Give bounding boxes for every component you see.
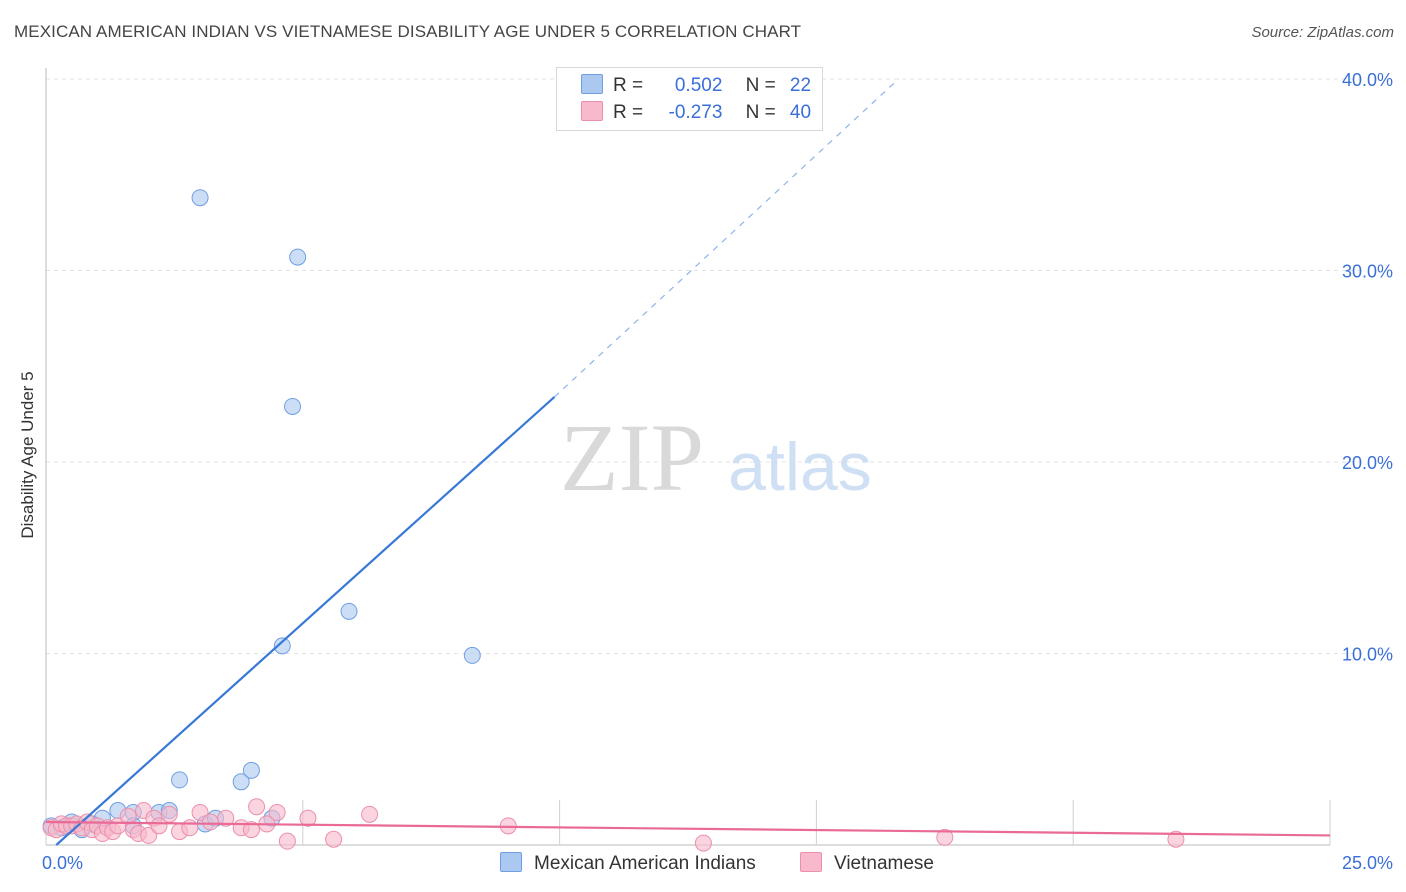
y-tick-label: 30.0% <box>1342 262 1393 282</box>
legend-swatch-blue <box>581 74 603 94</box>
point-mexican-american-indian <box>463 646 481 664</box>
bottom-legend-mexican: Mexican American Indians <box>500 852 756 875</box>
y-tick-label: 20.0% <box>1342 453 1393 473</box>
legend-n-value-blue: 22 <box>789 75 812 96</box>
gridlines <box>46 78 1365 654</box>
legend-row-vietnamese: R = -0.273 N = 40 <box>581 101 811 125</box>
legend-r-label: R = <box>613 75 644 96</box>
data-points <box>42 189 1185 852</box>
watermark-zip: ZIP <box>560 404 704 511</box>
source-label: Source: ZipAtlas.com <box>1251 24 1394 41</box>
point-vietnamese <box>242 821 260 839</box>
trend-line-vietnamese <box>45 820 1331 837</box>
point-vietnamese <box>150 817 168 835</box>
point-vietnamese <box>299 809 317 827</box>
point-vietnamese <box>694 834 712 852</box>
legend-n-label: N = <box>745 102 776 123</box>
point-mexican-american-indian <box>171 771 189 789</box>
legend-n-value-pink: 40 <box>789 102 812 123</box>
tick-labels: 10.0% 20.0% 30.0% 40.0% 0.0% 25.0% <box>42 70 1393 873</box>
point-mexican-american-indian <box>284 397 302 415</box>
point-mexican-american-indian <box>340 602 358 620</box>
watermark-atlas: atlas <box>728 429 872 505</box>
point-vietnamese <box>361 805 379 823</box>
bottom-legend-vietnamese: Vietnamese <box>800 852 934 875</box>
x-tick-label: 0.0% <box>42 853 83 873</box>
bottom-legend-swatch-pink <box>800 852 822 872</box>
chart-title: MEXICAN AMERICAN INDIAN VS VIETNAMESE DI… <box>14 22 802 41</box>
legend-swatch-pink <box>581 101 603 121</box>
point-mexican-american-indian <box>289 248 307 266</box>
trend-line-mexican <box>55 396 556 846</box>
point-vietnamese <box>325 830 343 848</box>
trend-lines <box>45 78 1331 846</box>
legend-r-value-blue: 0.502 <box>674 75 723 96</box>
point-vietnamese <box>160 805 178 823</box>
point-vietnamese <box>201 813 219 831</box>
axes <box>45 68 1331 846</box>
bottom-legend-label-mexican: Mexican American Indians <box>534 853 756 874</box>
point-vietnamese <box>217 809 235 827</box>
point-vietnamese <box>268 803 286 821</box>
correlation-legend: R = 0.502 N = 22 R = -0.273 N = 40 <box>556 67 823 131</box>
point-mexican-american-indian <box>191 189 209 207</box>
x-tick-label: 25.0% <box>1342 853 1393 873</box>
point-vietnamese <box>248 798 266 816</box>
legend-n-label: N = <box>745 75 776 96</box>
point-vietnamese <box>278 832 296 850</box>
bottom-legend-swatch-blue <box>500 852 522 872</box>
point-vietnamese <box>1167 830 1185 848</box>
legend-row-mexican: R = 0.502 N = 22 <box>581 74 811 98</box>
point-mexican-american-indian <box>242 761 260 779</box>
bottom-legend-label-vietnamese: Vietnamese <box>834 853 934 874</box>
y-tick-label: 10.0% <box>1342 645 1393 665</box>
point-vietnamese <box>936 828 954 846</box>
point-mexican-american-indian <box>273 637 291 655</box>
point-vietnamese <box>181 819 199 837</box>
watermark: ZIP atlas <box>560 404 872 511</box>
legend-r-label: R = <box>613 102 644 123</box>
point-mexican-american-indian <box>232 773 250 791</box>
legend-r-value-pink: -0.273 <box>668 102 723 123</box>
y-tick-label: 40.0% <box>1342 70 1393 90</box>
